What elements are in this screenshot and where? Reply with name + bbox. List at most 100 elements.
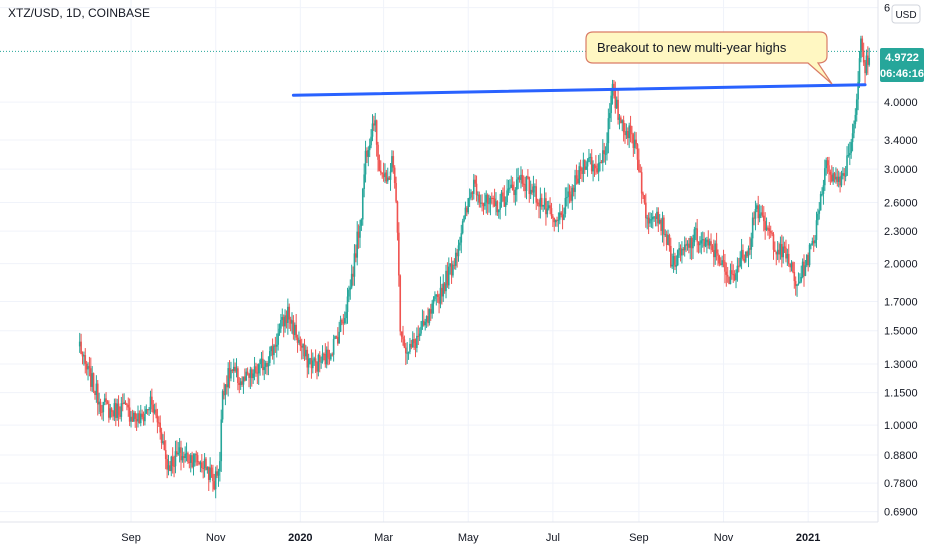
candle-body [837, 176, 840, 182]
candle-body [166, 458, 168, 470]
candle-body [248, 373, 250, 378]
candle-body [592, 164, 594, 172]
candle-body [674, 256, 676, 267]
candle-body [528, 176, 531, 194]
candle-body [90, 368, 92, 387]
candle-body [472, 179, 475, 194]
candle-body [767, 227, 769, 229]
candle-body [434, 296, 436, 299]
candle-body [751, 217, 754, 239]
candle-body [127, 404, 130, 408]
candle-body [436, 294, 439, 298]
trendline[interactable] [291, 83, 867, 97]
time-axis[interactable]: Sep Nov 2020 Mar May Jul Sep Nov 2021 [121, 532, 820, 544]
price-axis[interactable]: 6 4.0000 3.4000 3.0000 2.6000 2.3000 2.0000 1.7… [884, 3, 918, 519]
candle-body [153, 409, 156, 413]
candle-body [681, 248, 683, 256]
candle-body [167, 465, 170, 470]
candle-body [309, 358, 311, 360]
candle-body [545, 198, 547, 215]
candle-body [713, 250, 715, 258]
candle-body [431, 303, 433, 314]
y-tick-label: 2.3000 [884, 226, 918, 238]
candle-body [367, 150, 370, 157]
candle-body [477, 194, 479, 196]
candle-body [137, 413, 139, 422]
candle-body [280, 319, 282, 329]
candle-body [95, 383, 98, 395]
candle-body [864, 62, 866, 74]
candle-body [515, 179, 518, 190]
candle-body [241, 381, 243, 385]
candle-body [556, 219, 558, 221]
y-tick-label: 0.7800 [884, 478, 918, 490]
candle-body [181, 456, 184, 461]
candle-body [860, 38, 862, 59]
candle-body [552, 216, 554, 218]
candle-body [303, 344, 306, 357]
candle-body [803, 261, 805, 276]
candle-body [139, 413, 142, 424]
candle-body [719, 263, 722, 265]
candle-body [527, 176, 529, 178]
candle-body [424, 321, 427, 326]
y-tick-label: 1.1500 [884, 388, 918, 400]
candle-body [259, 359, 261, 365]
candle-body [768, 228, 771, 232]
candle-body [232, 366, 235, 372]
candle-body [622, 120, 625, 133]
candle-body [633, 139, 636, 148]
candle-body [842, 173, 844, 176]
candle-body [163, 441, 166, 451]
candle-body [384, 172, 386, 178]
candle-body [647, 217, 650, 224]
candle-body [355, 253, 357, 258]
candle-body [266, 363, 268, 367]
candle-body [563, 213, 565, 220]
candle-body [439, 287, 442, 304]
candle-body [289, 319, 292, 324]
candle-body [553, 217, 556, 223]
callout[interactable]: Breakout to new multi-year highs [585, 31, 833, 85]
candle-body [306, 349, 309, 368]
candle-body [413, 339, 415, 344]
candle-body [603, 150, 606, 154]
candle-body [581, 170, 583, 174]
candle-body [250, 369, 253, 379]
candle-body [212, 473, 214, 482]
candle-body [608, 113, 611, 119]
candle-body [646, 217, 649, 219]
candle-body [808, 244, 811, 266]
candle-body [102, 401, 105, 413]
candle-body [847, 154, 850, 156]
candle-body [855, 99, 858, 115]
candle-body [789, 263, 791, 268]
currency-button[interactable]: USD [891, 4, 921, 24]
candle-body [182, 456, 185, 459]
candle-body [282, 317, 285, 327]
candle-body [134, 412, 137, 419]
candle-body [382, 173, 385, 178]
candle-body [742, 249, 744, 260]
candle-body [699, 243, 701, 246]
candle-body [532, 186, 535, 193]
candle-body [213, 481, 216, 490]
candle-body [517, 177, 519, 180]
candle-body [227, 368, 229, 388]
candle-body [710, 241, 712, 246]
candle-body [277, 333, 279, 345]
candle-body [416, 335, 418, 348]
candle-body [531, 189, 533, 193]
candle-body [575, 175, 578, 179]
candle-body [338, 331, 340, 344]
candle-body [717, 253, 719, 256]
candle-body [535, 186, 538, 203]
candle-body [725, 271, 728, 275]
y-tick-label: 2.6000 [884, 198, 918, 210]
candle-body [783, 246, 786, 248]
candle-body [310, 358, 313, 369]
candle-body [697, 241, 700, 246]
candle-body [760, 212, 762, 215]
candle-body [142, 416, 145, 422]
